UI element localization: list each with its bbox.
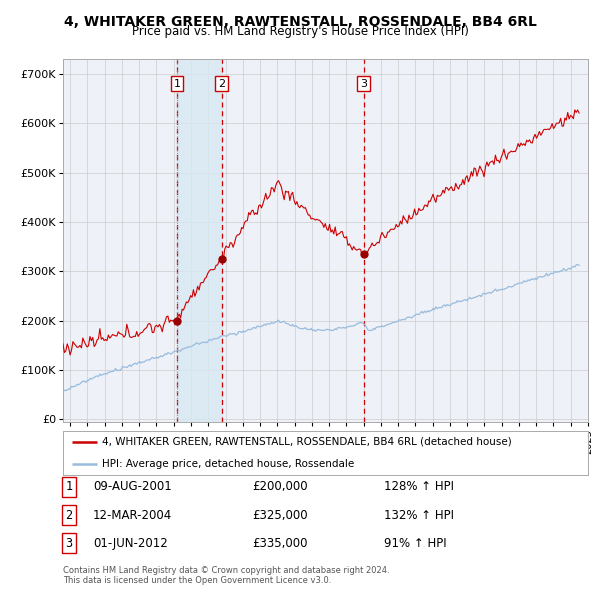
Text: 132% ↑ HPI: 132% ↑ HPI: [384, 509, 454, 522]
Text: 3: 3: [360, 78, 367, 88]
Text: HPI: Average price, detached house, Rossendale: HPI: Average price, detached house, Ross…: [103, 459, 355, 469]
Text: 2: 2: [65, 509, 73, 522]
Text: £335,000: £335,000: [252, 537, 308, 550]
Text: £200,000: £200,000: [252, 480, 308, 493]
Bar: [177, 59, 221, 422]
Text: This data is licensed under the Open Government Licence v3.0.: This data is licensed under the Open Gov…: [63, 576, 331, 585]
Text: 128% ↑ HPI: 128% ↑ HPI: [384, 480, 454, 493]
Text: 12-MAR-2004: 12-MAR-2004: [93, 509, 172, 522]
Text: Contains HM Land Registry data © Crown copyright and database right 2024.: Contains HM Land Registry data © Crown c…: [63, 566, 389, 575]
Text: Price paid vs. HM Land Registry's House Price Index (HPI): Price paid vs. HM Land Registry's House …: [131, 25, 469, 38]
Text: £325,000: £325,000: [252, 509, 308, 522]
Text: 4, WHITAKER GREEN, RAWTENSTALL, ROSSENDALE, BB4 6RL (detached house): 4, WHITAKER GREEN, RAWTENSTALL, ROSSENDA…: [103, 437, 512, 447]
Text: 09-AUG-2001: 09-AUG-2001: [93, 480, 172, 493]
Text: 1: 1: [173, 78, 181, 88]
Text: 91% ↑ HPI: 91% ↑ HPI: [384, 537, 446, 550]
Text: 01-JUN-2012: 01-JUN-2012: [93, 537, 168, 550]
Text: 1: 1: [65, 480, 73, 493]
Text: 4, WHITAKER GREEN, RAWTENSTALL, ROSSENDALE, BB4 6RL: 4, WHITAKER GREEN, RAWTENSTALL, ROSSENDA…: [64, 15, 536, 29]
Text: 2: 2: [218, 78, 225, 88]
Text: 3: 3: [65, 537, 73, 550]
